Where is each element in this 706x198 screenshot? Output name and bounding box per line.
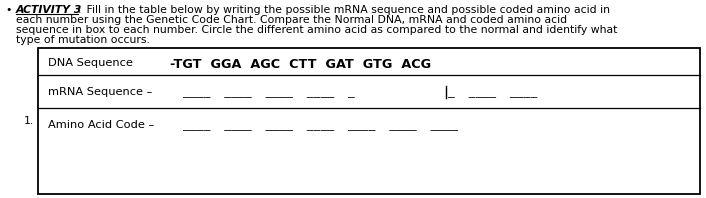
Text: _  ____  ____: _ ____ ____ [448, 87, 537, 97]
Text: ____  ____  ____  ____  ____  ____  ____: ____ ____ ____ ____ ____ ____ ____ [183, 120, 458, 130]
Text: 1.: 1. [24, 116, 34, 126]
Text: Fill in the table below by writing the possible mRNA sequence and possible coded: Fill in the table below by writing the p… [83, 5, 610, 15]
Text: Amino Acid Code –: Amino Acid Code – [48, 120, 154, 130]
Text: mRNA Sequence –: mRNA Sequence – [48, 87, 152, 97]
Text: ____  ____  ____  ____  _: ____ ____ ____ ____ _ [183, 87, 355, 97]
Text: :: : [78, 5, 82, 15]
Text: type of mutation occurs.: type of mutation occurs. [16, 35, 150, 45]
Text: -TGT  GGA  AGC  CTT  GAT  GTG  ACG: -TGT GGA AGC CTT GAT GTG ACG [170, 58, 431, 71]
Bar [38, 48, 700, 194]
Text: each number using the Genetic Code Chart. Compare the Normal DNA, mRNA and coded: each number using the Genetic Code Chart… [16, 15, 567, 25]
Text: sequence in box to each number. Circle the different amino acid as compared to t: sequence in box to each number. Circle t… [16, 25, 617, 35]
Text: ACTIVITY 3: ACTIVITY 3 [16, 5, 83, 15]
Text: DNA Sequence: DNA Sequence [48, 58, 133, 68]
Text: •: • [5, 5, 11, 15]
